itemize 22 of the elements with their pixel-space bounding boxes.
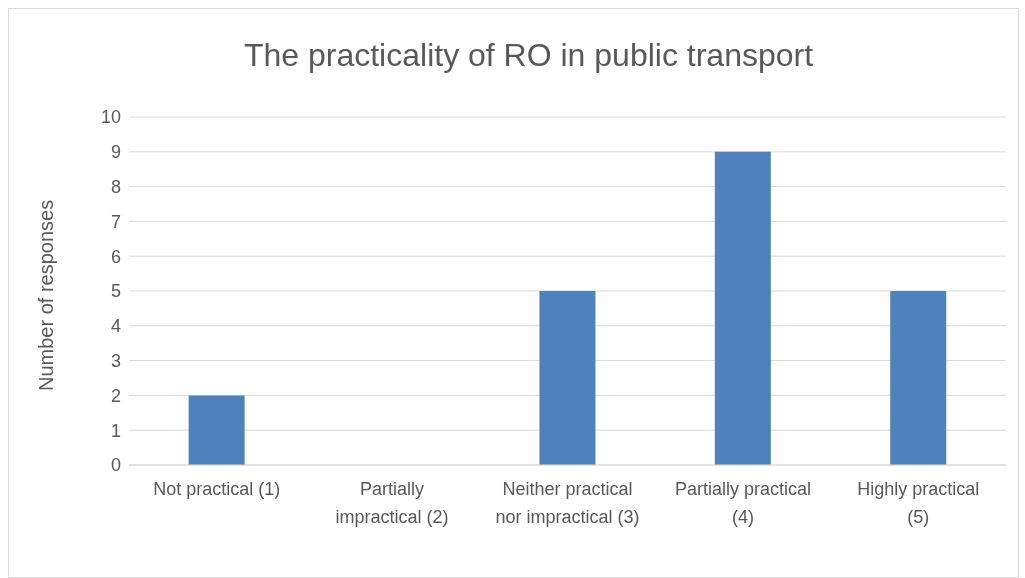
x-tick-label: Highly practical (5) — [857, 479, 980, 527]
x-tick-label: Partially impractical (2) — [335, 479, 449, 527]
bar — [890, 291, 947, 465]
bar — [714, 151, 771, 465]
y-tick-label: 8 — [110, 176, 121, 197]
y-tick-label: 4 — [110, 316, 121, 337]
bar — [188, 395, 245, 465]
y-tick-label: 2 — [110, 385, 121, 406]
bar — [539, 291, 596, 465]
y-tick-label: 1 — [110, 420, 121, 441]
y-tick-label: 5 — [110, 281, 121, 302]
y-tick-label: 0 — [110, 455, 121, 476]
x-tick-label: Partially practical (4) — [674, 479, 811, 527]
x-tick-label: Not practical (1) — [153, 479, 281, 499]
chart-title: The practicality of RO in public transport — [242, 35, 815, 75]
y-tick-label: 6 — [110, 246, 121, 267]
y-tick-label: 10 — [100, 107, 121, 128]
y-tick-label: 3 — [110, 350, 121, 371]
y-tick-label: 7 — [110, 211, 121, 232]
x-tick-label: Neither practical nor impractical (3) — [495, 479, 640, 527]
y-tick-label: 9 — [110, 142, 121, 163]
y-axis-title: Number of responses — [35, 199, 58, 391]
